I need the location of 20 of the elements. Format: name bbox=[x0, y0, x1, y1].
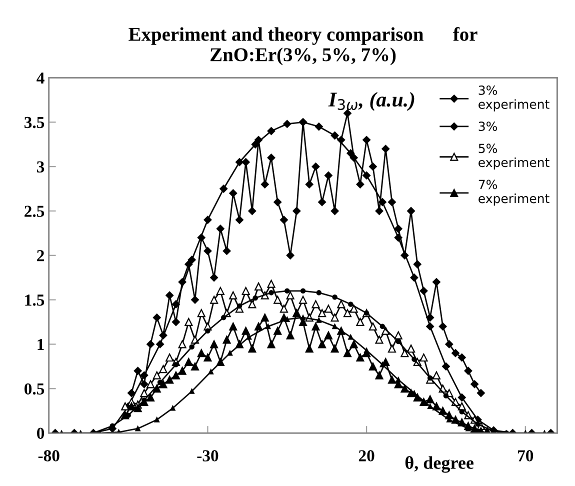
y-tick-label: 0.5 bbox=[24, 383, 44, 395]
y-tick-label: 4 bbox=[36, 72, 44, 84]
y-tick-label: 0 bbox=[37, 428, 44, 439]
legend-label: 7% experiment bbox=[478, 180, 550, 206]
y-tick-label: 3.5 bbox=[24, 116, 44, 128]
y-tick-label: 1.5 bbox=[25, 294, 44, 306]
x-tick-label: -30 bbox=[197, 450, 218, 462]
chart-title: Experiment and theory comparison for ZnO:Er(3%, 5%, 7%) bbox=[128, 27, 478, 66]
y-tick-label: 2 bbox=[37, 250, 44, 262]
x-axis-title: θ, degree bbox=[405, 456, 474, 473]
legend-label: 5% experiment bbox=[478, 144, 550, 170]
legend-label: 3% experiment bbox=[478, 85, 550, 112]
y-axis-title: I$_{3ω}$, (a.u.) bbox=[328, 92, 414, 111]
legend-label: 3% bbox=[478, 122, 498, 132]
y-tick-label: 3 bbox=[37, 161, 44, 173]
y-tick-label: 2.5 bbox=[24, 206, 44, 218]
x-tick-label: 70 bbox=[518, 450, 534, 462]
x-tick-label: 20 bbox=[358, 450, 374, 462]
y-tick-label: 1 bbox=[38, 338, 44, 350]
x-tick-label: -80 bbox=[38, 450, 60, 462]
